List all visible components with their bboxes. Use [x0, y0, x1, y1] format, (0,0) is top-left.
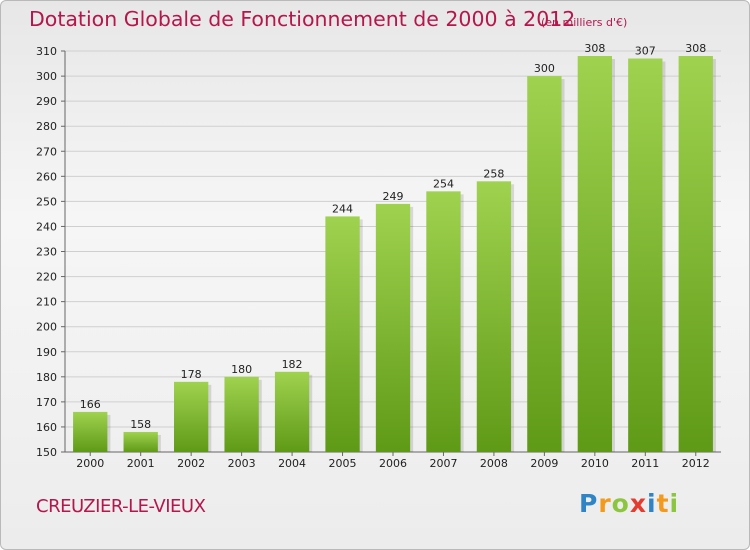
x-tick-label: 2007	[429, 457, 457, 470]
bar-2006	[375, 203, 411, 452]
data-label: 244	[332, 202, 353, 215]
y-tick-label: 270	[36, 145, 57, 158]
y-tick-label: 310	[36, 45, 57, 58]
data-label: 308	[685, 42, 706, 55]
y-tick-label: 160	[36, 421, 57, 434]
data-label: 180	[231, 363, 252, 376]
data-label: 308	[584, 42, 605, 55]
y-tick-label: 250	[36, 195, 57, 208]
logo-letter: x	[629, 489, 647, 518]
x-tick-label: 2001	[127, 457, 155, 470]
bar-2003	[224, 376, 259, 452]
data-label: 182	[282, 358, 303, 371]
y-tick-label: 280	[36, 120, 57, 133]
bar-2011	[628, 58, 663, 453]
logo-letter: t	[656, 489, 670, 518]
data-label: 254	[433, 177, 454, 190]
y-tick-label: 240	[36, 220, 57, 233]
y-tick-label: 200	[36, 321, 57, 334]
chart-subtitle: (en milliers d'€)	[541, 16, 628, 29]
y-tick-label: 230	[36, 246, 57, 259]
data-label: 158	[130, 418, 151, 431]
logo-letter: i	[647, 489, 657, 518]
data-label: 300	[534, 62, 555, 75]
logo-letter: r	[598, 489, 612, 518]
data-label: 307	[635, 45, 656, 58]
commune-name: CREUZIER-LE-VIEUX	[36, 496, 206, 517]
y-tick-label: 300	[36, 70, 57, 83]
y-tick-label: 210	[36, 296, 57, 309]
y-tick-label: 290	[36, 95, 57, 108]
bar-2001	[123, 431, 158, 452]
logo-letter: o	[611, 489, 630, 518]
x-tick-label: 2002	[177, 457, 205, 470]
bar-2005	[325, 216, 360, 452]
x-tick-label: 2008	[480, 457, 508, 470]
x-tick-label: 2005	[329, 457, 357, 470]
bar-2009	[527, 76, 562, 452]
bar-2000	[73, 411, 108, 452]
x-tick-label: 2009	[530, 457, 558, 470]
data-label: 166	[80, 398, 101, 411]
logo-letter: i	[669, 489, 680, 518]
y-tick-label: 150	[36, 446, 57, 459]
x-tick-label: 2010	[581, 457, 609, 470]
x-tick-label: 2011	[631, 457, 659, 470]
bar-2012	[678, 56, 713, 452]
y-tick-label: 180	[36, 371, 57, 384]
chart-title: Dotation Globale de Fonctionnement de 20…	[29, 7, 576, 31]
x-tick-label: 2012	[682, 457, 710, 470]
x-tick-label: 2003	[228, 457, 256, 470]
x-tick-label: 2004	[278, 457, 306, 470]
data-label: 178	[181, 368, 202, 381]
y-tick-label: 220	[36, 271, 57, 284]
y-tick-label: 190	[36, 346, 57, 359]
x-tick-label: 2006	[379, 457, 407, 470]
logo-letter: P	[579, 489, 599, 518]
bar-2010	[577, 56, 613, 452]
x-tick-label: 2000	[76, 457, 104, 470]
data-label: 258	[483, 167, 504, 180]
proxiti-logo[interactable]: Proxiti	[579, 489, 679, 518]
data-label: 249	[383, 190, 404, 203]
bar-2007	[426, 191, 461, 452]
bar-2008	[476, 181, 512, 452]
bar-2004	[274, 371, 310, 452]
bar-2002	[173, 381, 209, 452]
y-tick-label: 170	[36, 396, 57, 409]
y-tick-label: 260	[36, 170, 57, 183]
